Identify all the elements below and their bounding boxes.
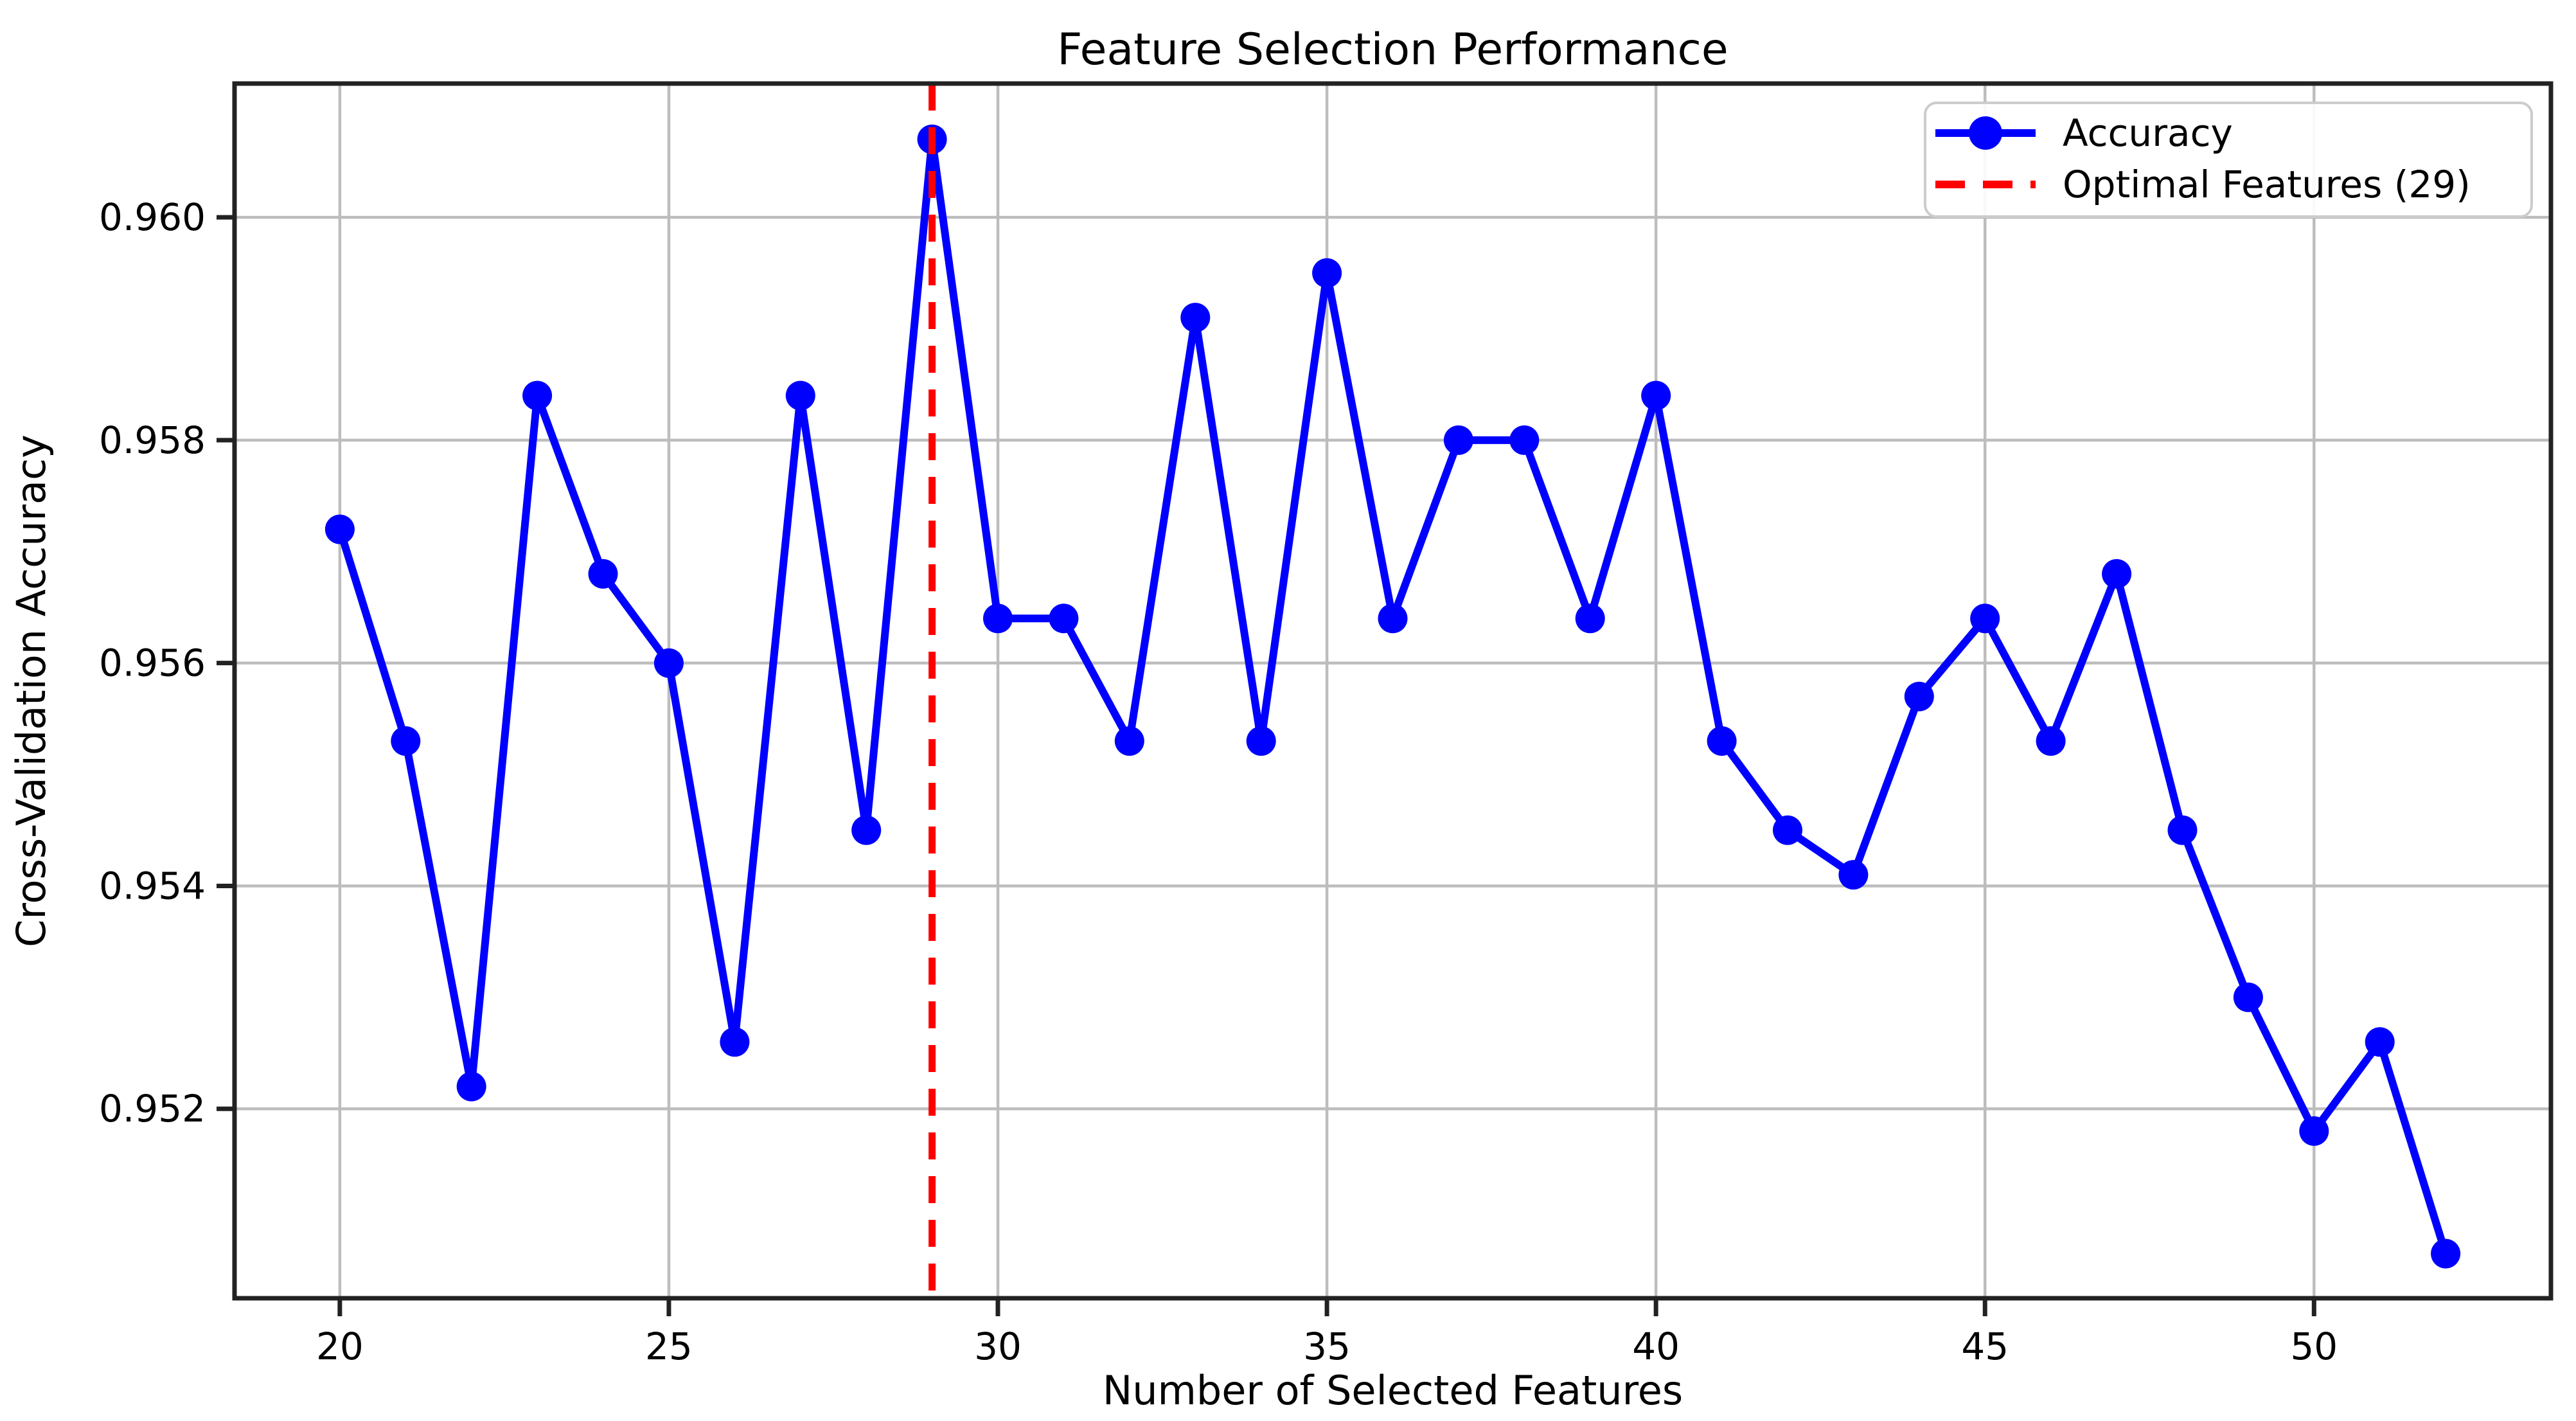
y-tick-label: 0.954 [99,864,206,907]
data-point [2036,726,2066,756]
y-tick-label: 0.956 [99,641,206,685]
data-point [2299,1116,2329,1146]
y-axis-label: Cross-Validation Accuracy [8,434,55,947]
data-point [456,1071,486,1102]
legend-label-optimal: Optimal Features (29) [2063,163,2471,206]
data-point [2233,982,2263,1012]
y-tick-label: 0.958 [99,418,206,462]
x-tick-label: 45 [1961,1325,2009,1368]
x-tick-label: 50 [2290,1325,2338,1368]
data-point [1509,425,1540,455]
data-point [1049,603,1079,634]
x-axis-label: Number of Selected Features [1103,1367,1683,1414]
legend-box [1924,102,2533,218]
x-tick-label: 25 [645,1325,693,1368]
data-point [2167,815,2198,845]
data-point [720,1027,750,1057]
plot-frame [232,81,2554,1301]
data-point [2102,559,2132,589]
data-point [1707,726,1737,756]
data-point [324,514,355,544]
chart-title: Feature Selection Performance [1057,24,1728,75]
data-point [1114,726,1144,756]
x-tick-label: 40 [1632,1325,1680,1368]
data-point [983,603,1013,634]
data-point [1575,603,1605,634]
data-point [785,380,815,411]
legend-label-accuracy: Accuracy [2063,111,2233,155]
data-point [1838,860,1869,890]
legend-accuracy-marker [1969,116,2002,150]
data-point [1312,258,1342,288]
data-point [1246,726,1276,756]
data-point [1773,815,1802,845]
data-point [1641,380,1671,411]
data-point [653,648,684,678]
data-point [391,726,421,756]
plot-area [235,84,2551,1298]
data-point [851,815,882,845]
data-point [588,559,618,589]
data-point [2431,1238,2461,1269]
data-point [2365,1027,2395,1057]
data-point [522,380,553,411]
data-point [1180,303,1211,333]
data-point [1443,425,1473,455]
y-tick-label: 0.960 [99,195,206,239]
data-point [1970,603,2000,634]
data-point [1904,681,1934,711]
data-point [1378,603,1408,634]
x-tick-label: 30 [974,1325,1022,1368]
y-tick-label: 0.952 [99,1087,206,1131]
x-tick-label: 35 [1303,1325,1351,1368]
x-tick-label: 20 [316,1325,364,1368]
